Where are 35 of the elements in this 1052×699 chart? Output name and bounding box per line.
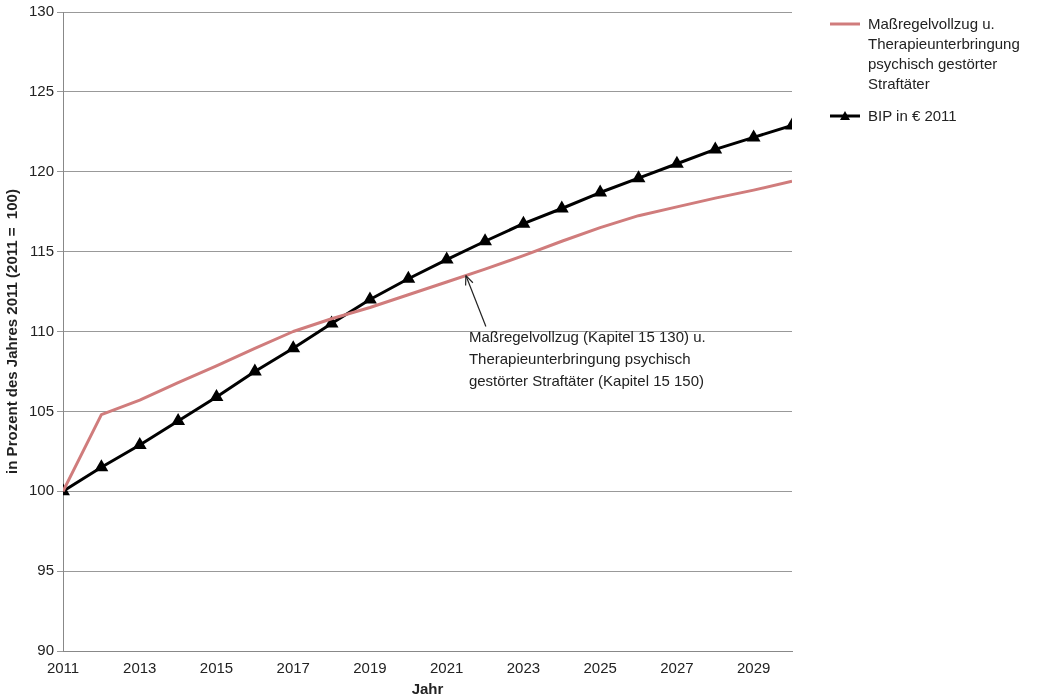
legend-label: Maßregelvollzug u. Therapieunterbringung psychisch gestörter Straftäter xyxy=(868,14,1021,94)
point xyxy=(747,130,760,142)
x-tick-label: 2023 xyxy=(506,659,541,677)
y-tick-label: 125 xyxy=(29,82,55,100)
point xyxy=(95,460,108,472)
x-tick-label: 2029 xyxy=(736,659,771,677)
y-tick-label: 115 xyxy=(30,241,55,259)
point xyxy=(709,142,722,154)
x-tick-label: 2015 xyxy=(199,659,234,677)
y-tick-label: 120 xyxy=(29,161,55,179)
point xyxy=(287,341,300,353)
point xyxy=(210,390,223,401)
y-tick-label: 130 xyxy=(29,2,55,20)
point xyxy=(632,171,645,183)
x-tick-label: 2017 xyxy=(276,659,310,677)
y-axis-title: in Prozent des Jahres 2011 (2011 = 100) xyxy=(3,189,21,474)
point xyxy=(555,201,568,213)
x-tick-label: 2027 xyxy=(660,659,694,677)
y-tick-label: 110 xyxy=(30,321,55,339)
y-tick-label: 100 xyxy=(29,481,55,499)
point xyxy=(172,414,184,425)
x-tick-label: 2025 xyxy=(583,659,617,677)
legend-label: BIP in € 2011 xyxy=(868,106,957,126)
y-tick-label: 90 xyxy=(37,641,55,659)
point xyxy=(133,438,146,449)
y-tick-label: 105 xyxy=(29,401,55,419)
y-tick-label: 95 xyxy=(37,561,55,579)
x-tick-label: 2011 xyxy=(46,659,80,677)
x-axis-title: Jahr xyxy=(411,680,444,698)
point xyxy=(479,234,491,246)
x-tick-label: 2019 xyxy=(353,659,387,677)
x-tick-label: 2021 xyxy=(430,659,464,677)
point xyxy=(249,364,261,376)
x-tick-label: 2013 xyxy=(123,659,157,677)
annotation: Maßregelvollzug (Kapitel 15 130) u. Therapieunterbringung psychisch gestörter Straftäter (Kapitel 15 150) xyxy=(468,328,706,390)
